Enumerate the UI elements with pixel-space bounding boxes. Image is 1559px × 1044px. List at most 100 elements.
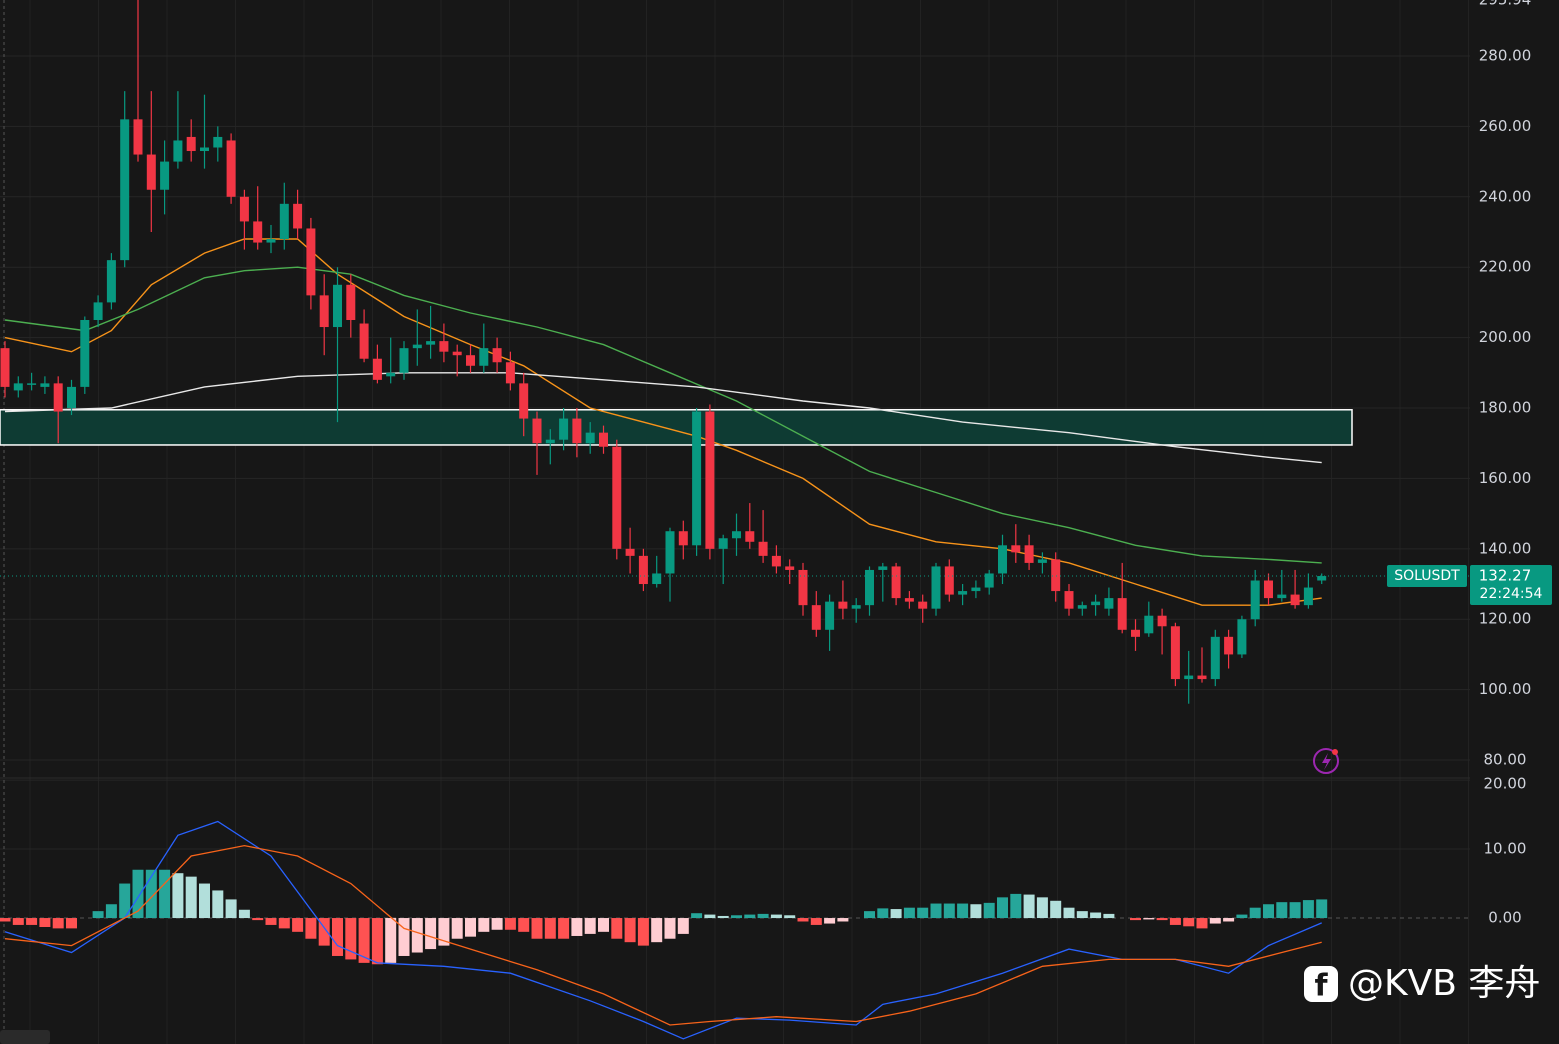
y-tick-label: 240.00	[1479, 187, 1532, 205]
macd-bar	[451, 918, 463, 939]
macd-bar	[1010, 893, 1022, 919]
candle-body	[625, 548, 635, 556]
candle-body	[279, 203, 289, 240]
macd-bar	[997, 897, 1008, 919]
macd-bar	[12, 918, 24, 925]
macd-bar	[624, 918, 636, 943]
macd-bar	[332, 918, 343, 956]
candle-body	[984, 573, 994, 588]
candle-body	[638, 555, 648, 585]
candle-body	[1131, 629, 1140, 637]
candle-body	[1091, 601, 1101, 606]
macd-bar	[584, 918, 596, 934]
symbol-label: SOLUSDT	[1394, 568, 1460, 584]
y-tick-label: 100.00	[1479, 680, 1532, 698]
price-tag	[1470, 565, 1552, 606]
macd-bar	[185, 876, 197, 919]
candle-body	[1303, 587, 1313, 606]
candle-body	[213, 136, 223, 148]
candle-body	[160, 161, 170, 190]
candle-body	[93, 302, 103, 321]
macd-bar	[358, 918, 370, 963]
macd-bar	[504, 918, 516, 930]
last-price-label: 132.27	[1479, 567, 1532, 585]
y-tick-label: 280.00	[1479, 46, 1532, 64]
macd-bar	[438, 918, 450, 946]
candle-body	[40, 383, 50, 387]
macd-bar	[1036, 897, 1048, 919]
macd-bar	[664, 918, 676, 939]
macd-bar	[159, 869, 171, 919]
candle-body	[1064, 591, 1074, 609]
candle-body	[944, 566, 954, 595]
macd-bar	[1183, 918, 1195, 927]
candle-body	[851, 605, 861, 609]
macd-bar	[1103, 913, 1115, 919]
candle-body	[718, 538, 728, 549]
candle-body	[758, 541, 768, 556]
candle-body	[732, 531, 741, 539]
candle-body	[133, 119, 143, 155]
candle-body	[1144, 615, 1154, 634]
macd-bar	[465, 918, 476, 937]
candle-body	[80, 320, 90, 387]
support-zone	[0, 409, 1353, 446]
macd-bar	[784, 915, 796, 919]
macd-bar	[132, 869, 144, 919]
candle-body	[559, 418, 569, 440]
macd-bar	[731, 915, 742, 919]
macd-bar	[677, 918, 689, 934]
candle-body	[652, 573, 662, 585]
candle-body	[466, 355, 475, 366]
macd-bar	[877, 908, 889, 919]
macd-bar	[930, 903, 942, 919]
alert-icon[interactable]	[1313, 748, 1339, 774]
y-tick-label: 140.00	[1479, 539, 1532, 557]
macd-tick-label: 20.00	[1484, 775, 1527, 793]
macd-bar	[212, 890, 224, 919]
bottom-toggle[interactable]	[0, 1030, 50, 1044]
candle-body	[173, 140, 183, 162]
y-tick-label: 120.00	[1479, 610, 1532, 628]
macd-bar	[558, 918, 570, 939]
macd-bar	[1090, 912, 1102, 919]
candle-body	[479, 348, 489, 366]
macd-bar	[970, 904, 982, 919]
macd-bar	[238, 909, 250, 919]
top-label: 295.94	[1479, 0, 1532, 9]
macd-tick-label: 10.00	[1484, 840, 1527, 858]
candle-body	[612, 446, 622, 549]
candle-body	[426, 341, 436, 345]
candle-body	[1051, 559, 1061, 592]
macd-bar	[903, 907, 915, 919]
macd-bar	[691, 913, 703, 919]
macd-bar	[252, 918, 264, 921]
candle-body	[918, 601, 928, 609]
macd-bar	[571, 918, 583, 936]
candle-body	[1224, 636, 1234, 655]
candle-body	[878, 566, 888, 570]
y-tick-label: 160.00	[1479, 469, 1532, 487]
candle-body	[439, 341, 449, 352]
macd-bar	[385, 918, 397, 963]
y-tick-label: 220.00	[1479, 258, 1532, 276]
candle-body	[838, 601, 848, 609]
macd-bar	[425, 918, 437, 950]
macd-bar	[199, 883, 210, 919]
macd-bar	[26, 918, 38, 925]
macd-bar	[797, 918, 809, 922]
macd-bar	[837, 918, 849, 922]
candle-body	[146, 154, 156, 190]
macd-bar	[943, 903, 955, 919]
macd-bar	[172, 873, 184, 919]
indicator-line	[4, 372, 1322, 464]
watermark: @KVB 李舟	[1348, 963, 1540, 1004]
macd-bar	[917, 907, 929, 919]
candle-body	[665, 531, 675, 574]
macd-bar	[544, 918, 556, 939]
macd-bar	[1249, 907, 1261, 919]
candle-body	[505, 362, 515, 384]
candle-body	[372, 358, 382, 380]
macd-bar	[39, 918, 51, 928]
